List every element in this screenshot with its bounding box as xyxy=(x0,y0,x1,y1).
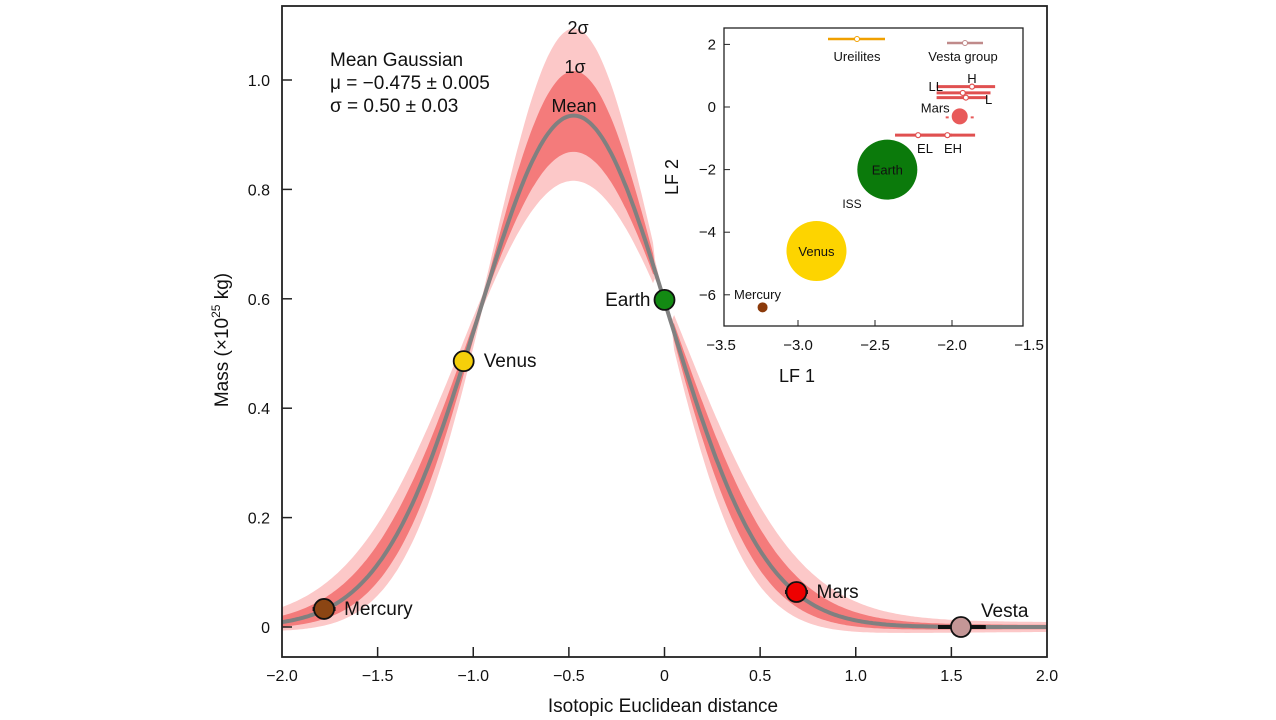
legend-vesta-group-marker xyxy=(962,40,968,46)
inset-y-axis-label: LF 2 xyxy=(662,159,682,195)
inset-h-label: H xyxy=(967,71,976,86)
inset-y-tick-label: −2 xyxy=(699,162,716,179)
inset-x-tick-label: −1.5 xyxy=(1014,337,1044,354)
annotation-mu: μ = −0.475 ± 0.005 xyxy=(330,73,490,94)
inset-venus-point xyxy=(786,220,847,281)
y-tick-label: 0.4 xyxy=(248,401,270,418)
x-tick-label: −1.5 xyxy=(362,668,394,685)
inset-mercury-label: Mercury xyxy=(734,287,781,302)
mars-point xyxy=(785,581,808,603)
x-tick-label: −1.0 xyxy=(457,668,489,685)
annotation-title: Mean Gaussian xyxy=(330,50,463,71)
inset-earth-point xyxy=(857,139,918,200)
y-axis-label-exponent: 25 xyxy=(209,304,223,318)
x-tick-label: 0 xyxy=(660,668,669,685)
inset-x-tick-label: −2.5 xyxy=(860,337,890,354)
inset-h-marker xyxy=(968,83,976,90)
band-label-1sigma: 1σ xyxy=(564,57,585,77)
inset-x-axis-label: LF 1 xyxy=(779,366,815,386)
inset-eh-marker xyxy=(944,132,951,139)
y-tick-label: 0 xyxy=(261,620,270,637)
inset-el-marker xyxy=(915,132,922,139)
inset-mars-label: Mars xyxy=(921,100,950,115)
inset-y-tick-label: 0 xyxy=(708,99,716,116)
y-tick-label: 0.8 xyxy=(248,182,270,199)
inset-y-tick-label: −6 xyxy=(699,287,716,304)
inset-mercury-point xyxy=(757,302,768,313)
legend-ureilites-label: Ureilites xyxy=(834,49,881,64)
inset-earth-label: Earth xyxy=(872,163,903,178)
legend-vesta-group-label: Vesta group xyxy=(928,49,997,64)
inset-l-marker xyxy=(962,94,969,101)
band-label-mean: Mean xyxy=(551,96,596,116)
inset-iss-label: ISS xyxy=(842,197,861,211)
inset-eh-label: EH xyxy=(944,141,962,156)
band-1sigma xyxy=(282,71,1047,630)
y-tick-label: 0.2 xyxy=(248,511,270,528)
y-tick-label: 1.0 xyxy=(248,73,270,90)
vesta-point xyxy=(950,616,972,638)
inset-x-tick-label: −3.0 xyxy=(783,337,813,354)
inset-mars-point xyxy=(951,108,968,125)
venus-label: Venus xyxy=(484,351,537,372)
x-tick-label: 2.0 xyxy=(1036,668,1058,685)
earth-label: Earth xyxy=(605,290,650,311)
mars-label: Mars xyxy=(816,582,858,603)
inset-plot: −3.5 −3.0 −2.5 −2.0 −1.5 2 0 −2 −4 −6 Earth Venus Me… xyxy=(699,27,1044,354)
y-axis-label: Mass (×1025 kg) xyxy=(209,273,233,407)
inset-ll-label: LL xyxy=(929,79,943,94)
inset-x-tick-label: −2.0 xyxy=(937,337,967,354)
inset-l-label: L xyxy=(985,92,992,107)
legend-ureilites-marker xyxy=(854,36,860,42)
main-plot: −2.0 −1.5 −1.0 −0.5 0 0.5 1.0 1.5 2.0 0 0.2 0.4 0.6 0… xyxy=(248,5,1058,685)
inset-y-tick-label: −4 xyxy=(699,224,716,241)
y-tick-label: 0.6 xyxy=(248,292,270,309)
earth-point xyxy=(653,288,676,311)
annotation-sigma: σ = 0.50 ± 0.03 xyxy=(330,96,458,117)
inset-y-tick-label: 2 xyxy=(708,36,716,53)
band-label-2sigma: 2σ xyxy=(567,18,588,38)
x-tick-label: −0.5 xyxy=(553,668,585,685)
venus-point xyxy=(452,350,475,373)
y-axis-label-main: Mass (×10 xyxy=(212,318,233,407)
vesta-label: Vesta xyxy=(981,601,1029,622)
inset-x-tick-label: −3.5 xyxy=(706,337,736,354)
inset-el-label: EL xyxy=(917,141,933,156)
inset-ll-marker xyxy=(959,89,966,97)
inset-venus-label: Venus xyxy=(798,244,835,259)
mercury-point xyxy=(313,598,335,620)
x-axis-label: Isotopic Euclidean distance xyxy=(548,696,778,717)
mercury-label: Mercury xyxy=(344,599,413,620)
y-axis-label-unit: kg) xyxy=(212,273,233,305)
x-tick-label: −2.0 xyxy=(266,668,298,685)
x-tick-label: 0.5 xyxy=(749,668,771,685)
x-tick-label: 1.0 xyxy=(845,668,867,685)
x-tick-label: 1.5 xyxy=(940,668,962,685)
